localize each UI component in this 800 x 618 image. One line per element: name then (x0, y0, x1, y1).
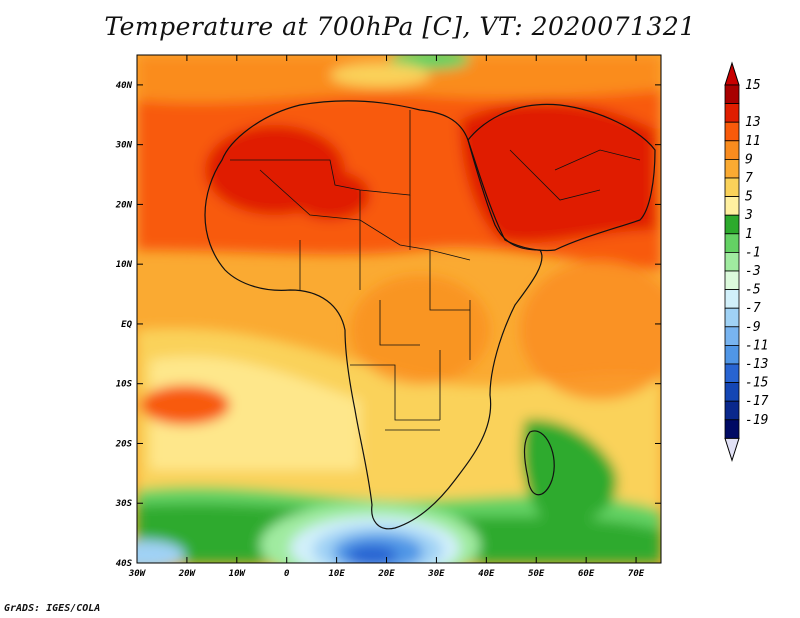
colorbar-label: -17 (745, 394, 769, 409)
colorbar-swatch (724, 363, 740, 384)
colorbar-label: -9 (745, 320, 761, 335)
colorbar: 15 13 11 9 7 5 3 1 -1 -3 -5 -7 -9 -11 -13 -15 -17 -19 (724, 61, 769, 463)
colorbar-swatch (724, 344, 740, 365)
y-tick-label: 30S (115, 499, 133, 509)
credit-text: GrADS: IGES/COLA (4, 603, 101, 614)
colorbar-label: -5 (745, 283, 761, 298)
colorbar-label: -1 (745, 245, 761, 260)
colorbar-label: -3 (745, 264, 761, 279)
colorbar-label: -13 (745, 357, 768, 372)
colorbar-label: -15 (745, 376, 769, 391)
colorbar-label: -11 (745, 338, 768, 353)
colorbar-label: 3 (744, 208, 753, 223)
colorbar-label: -19 (745, 413, 768, 428)
x-tick-label: 40E (478, 569, 495, 579)
colorbar-swatch (724, 400, 740, 421)
colorbar-swatch (724, 140, 740, 160)
colorbar-label: 5 (745, 190, 753, 205)
colorbar-label: 13 (745, 115, 761, 130)
x-tick-label: 60E (578, 569, 595, 579)
y-tick-label: 10S (116, 380, 133, 390)
x-tick-label: 20W (178, 569, 197, 579)
colorbar-swatch (724, 289, 740, 309)
map-frame (136, 54, 662, 564)
colorbar-bottom-arrow (724, 437, 740, 463)
map-title: Temperature at 700hPa [C], VT: 202007132… (104, 12, 696, 41)
x-tick-label: 0 (284, 569, 290, 579)
y-tick-label: 20N (115, 200, 133, 210)
y-tick-label: EQ (121, 320, 132, 330)
x-axis: 30W 20W 10W 0 10E 20E 30E 40E 50E 60E 70E (128, 55, 645, 579)
colorbar-swatch (724, 251, 740, 272)
colorbar-swatch (724, 214, 740, 235)
colorbar-swatch (724, 233, 740, 253)
colorbar-swatch (724, 177, 740, 198)
colorbar-swatch (724, 196, 740, 216)
colorbar-label: 15 (745, 78, 761, 93)
colorbar-top-arrow (724, 61, 740, 86)
y-tick-label: 30N (115, 141, 133, 151)
colorbar-swatch (724, 307, 740, 328)
x-tick-label: 70E (628, 569, 645, 579)
y-tick-label: 20S (115, 439, 133, 449)
y-tick-label: 10N (116, 260, 133, 270)
x-tick-label: 10E (328, 569, 345, 579)
colorbar-swatch (724, 382, 740, 402)
colorbar-label: 11 (745, 134, 761, 149)
colorbar-label: 1 (745, 227, 753, 242)
y-tick-label: 40N (116, 81, 133, 91)
coastlines (204, 100, 656, 530)
temperature-field (137, 55, 661, 563)
x-tick-label: 30W (128, 569, 147, 579)
colorbar-swatch (724, 158, 740, 179)
x-tick-label: 50E (528, 569, 545, 579)
colorbar-swatch (724, 84, 740, 105)
colorbar-swatch (724, 326, 740, 346)
colorbar-label: 9 (745, 152, 753, 167)
x-tick-label: 20E (377, 569, 395, 579)
colorbar-label: 7 (745, 171, 753, 186)
x-tick-label: 10W (229, 569, 247, 579)
colorbar-swatch (724, 103, 740, 123)
country-borders (230, 110, 641, 431)
y-tick-label: 40S (116, 559, 133, 569)
x-tick-label: 30E (427, 569, 445, 579)
colorbar-swatch (724, 419, 740, 439)
colorbar-label: -7 (745, 301, 761, 316)
colorbar-swatch (724, 121, 740, 142)
colorbar-swatch (724, 270, 740, 291)
y-axis: 40S 30S 20S 10S EQ 10N 20N 30N 40N (115, 81, 661, 569)
